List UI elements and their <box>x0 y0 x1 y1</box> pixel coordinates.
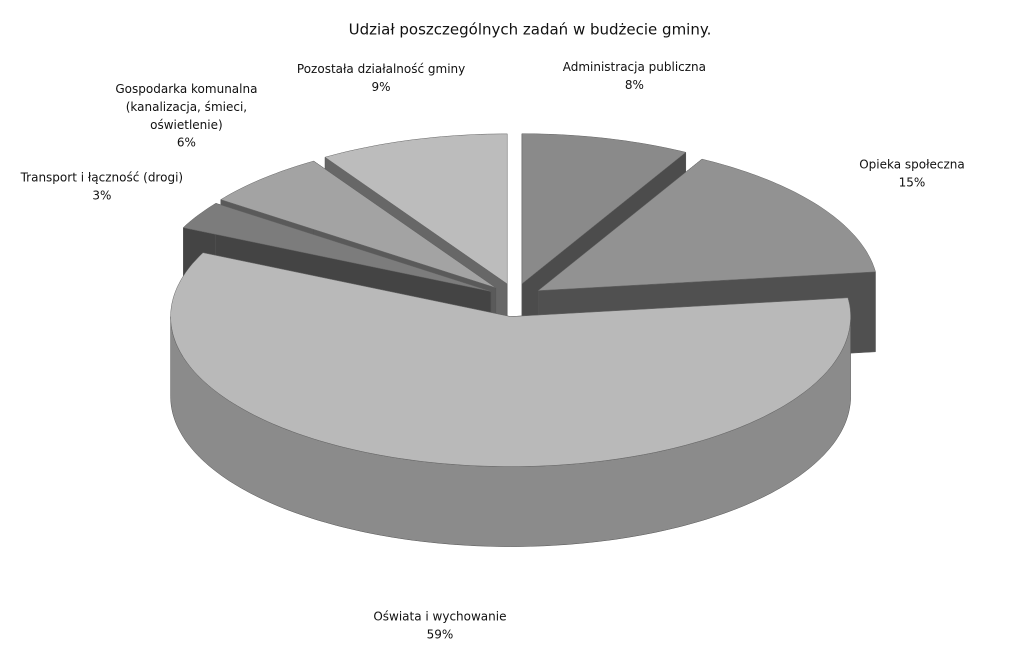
value-label: 8% <box>625 78 644 92</box>
slice <box>170 252 851 467</box>
slice <box>182 203 491 292</box>
slice-label: Oświata i wychowanie <box>373 610 506 624</box>
value-label: 15% <box>899 176 926 190</box>
value-label: 59% <box>427 628 454 642</box>
value-label: 9% <box>372 80 391 94</box>
slice <box>537 158 876 291</box>
value-label: 6% <box>177 136 196 150</box>
slice-label: Opieka społeczna <box>859 158 965 172</box>
slice <box>220 160 496 289</box>
slice <box>170 252 851 547</box>
slice-label: Pozostała działalność gminy <box>297 62 465 76</box>
slice-label: Transport i łączność (drogi) <box>20 170 184 184</box>
slice <box>521 133 687 285</box>
slice-label: Gospodarka komunalna (kanalizacja, śmieci… <box>115 82 257 132</box>
chart-title: Udział poszczególnych zadań w budżecie g… <box>349 21 712 39</box>
slice-label: Administracja publiczna <box>563 60 706 74</box>
value-label: 3% <box>92 188 111 202</box>
slice <box>324 133 508 285</box>
